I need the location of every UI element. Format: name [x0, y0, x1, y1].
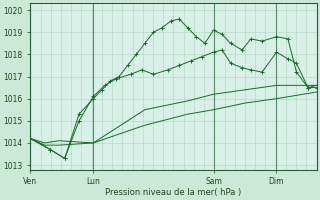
X-axis label: Pression niveau de la mer( hPa ): Pression niveau de la mer( hPa ) — [105, 188, 242, 197]
